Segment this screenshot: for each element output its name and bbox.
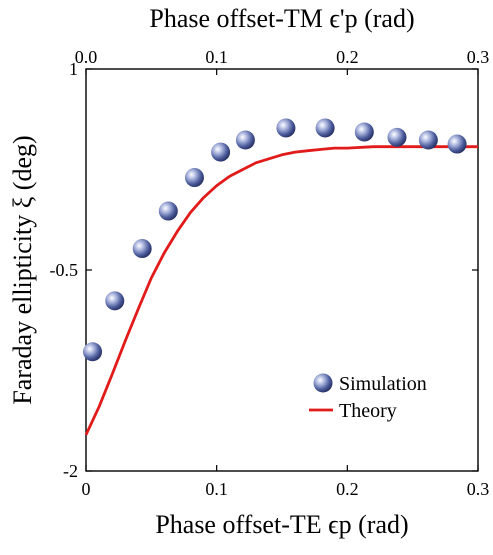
simulation-point [105,291,125,311]
simulation-point [184,168,204,188]
x-tick-label-top: 0.3 [467,47,490,67]
simulation-point [418,130,438,150]
legend-label-theory: Theory [339,400,397,422]
simulation-point [447,134,467,154]
simulation-point [315,118,335,138]
x-tick-label-top: 0.2 [336,47,359,67]
x-tick-label-bottom: 0.2 [336,479,359,499]
legend-label-simulation: Simulation [339,373,427,395]
x-tick-label-bottom: 0.1 [205,479,228,499]
simulation-point [235,130,255,150]
y-tick-label: -2 [63,461,78,481]
y-axis-title: Faraday ellipticity ξ (deg) [8,135,37,404]
x-axis-title-top: Phase offset-TM ϵ'p (rad) [149,4,414,33]
legend-marker-simulation [313,373,333,393]
simulation-point [387,127,407,147]
x-tick-label-bottom: 0 [82,479,91,499]
simulation-point [132,239,152,259]
x-axis-title: Phase offset-TE ϵp (rad) [155,510,408,539]
simulation-point [83,342,103,362]
simulation-point [158,201,178,221]
theory-line [84,145,478,436]
simulation-point [276,118,296,138]
x-tick-label-bottom: 0.3 [467,479,490,499]
x-tick-label-top: 0.1 [205,47,228,67]
simulation-point [211,142,231,162]
x-tick-label-top: 0.0 [75,47,98,67]
y-tick-label: -0.5 [50,260,79,280]
y-tick-label: 1 [69,59,78,79]
simulation-point [354,122,374,142]
